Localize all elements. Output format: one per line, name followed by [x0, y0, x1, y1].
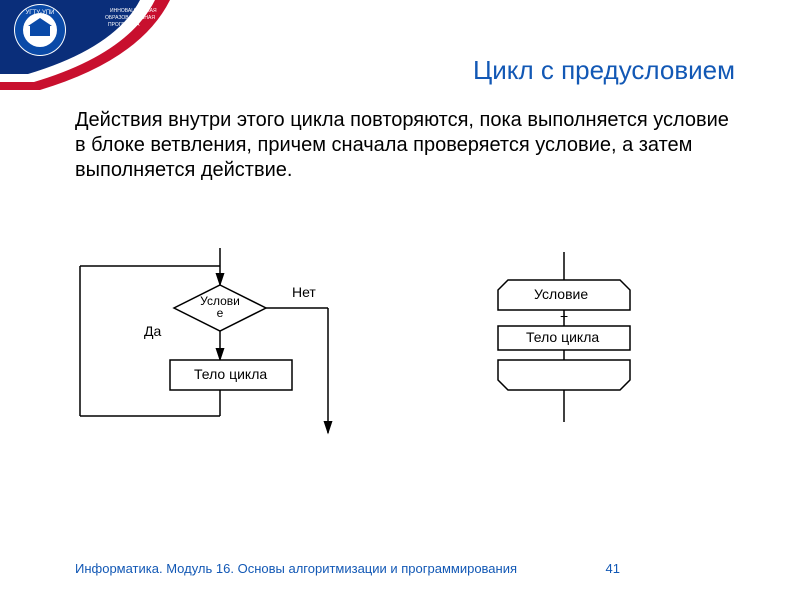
loop-end-hex — [498, 360, 630, 390]
loop-body-label: Тело цикла — [526, 329, 599, 345]
no-label: Нет — [292, 284, 316, 300]
badge-text: УГТУ-УПИ — [26, 10, 55, 16]
corner-banner: УГТУ-УПИ ИННОВАЦИОННАЯ ОБРАЗОВАТЕЛЬНАЯ П… — [0, 0, 170, 90]
flowchart-traditional: Услови е Да Нет Тело цикла — [72, 248, 382, 438]
svg-text:ИННОВАЦИОННАЯ: ИННОВАЦИОННАЯ — [110, 8, 157, 14]
yes-label: Да — [144, 323, 161, 339]
slide-body: Действия внутри этого цикла повторяются,… — [75, 108, 735, 183]
hex-top-label: Условие — [534, 286, 588, 302]
decision-label: Услови е — [200, 295, 240, 319]
svg-text:ПРОГРАММА: ПРОГРАММА — [108, 22, 140, 28]
process-label: Тело цикла — [194, 366, 267, 382]
flowchart-compact: Условие + Тело цикла — [484, 252, 664, 442]
flow-lines — [80, 248, 328, 433]
svg-text:ОБРАЗОВАТЕЛЬНАЯ: ОБРАЗОВАТЕЛЬНАЯ — [105, 15, 155, 21]
footer-text: Информатика. Модуль 16. Основы алгоритми… — [75, 561, 517, 576]
plus-label: + — [560, 308, 568, 324]
slide-title: Цикл с предусловием — [473, 55, 735, 86]
page-number: 41 — [606, 561, 620, 576]
